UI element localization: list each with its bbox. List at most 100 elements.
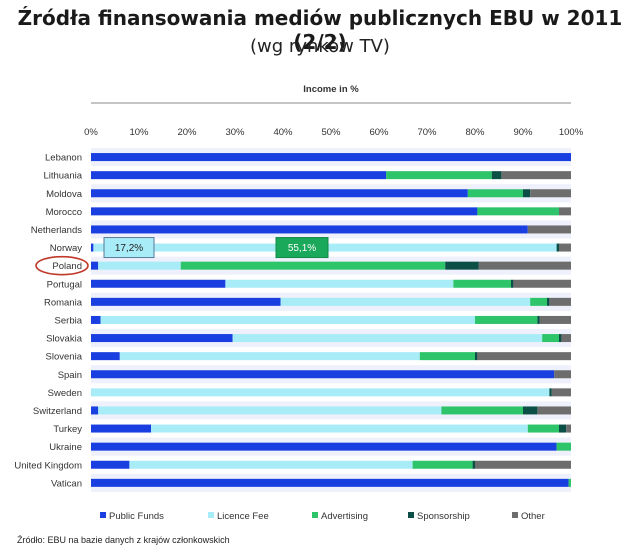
category-label-spain: Spain — [58, 370, 82, 381]
bar-switzerland-advertising — [441, 406, 523, 415]
bar-romania-advertising — [530, 297, 547, 306]
bar-poland-licence-fee — [98, 261, 181, 270]
bar-romania-licence-fee — [280, 297, 531, 306]
category-label-morocco: Morocco — [46, 207, 82, 218]
category-label-serbia: Serbia — [55, 315, 83, 326]
bar-united-kingdom-other — [475, 460, 571, 469]
category-label-vatican: Vatican — [51, 478, 82, 489]
bar-portugal-public-funds — [91, 279, 226, 288]
legend-label-licence-fee: Licence Fee — [217, 511, 269, 522]
category-label-slovenia: Slovenia — [46, 352, 83, 363]
category-label-poland: Poland — [52, 261, 82, 272]
bar-moldova-other — [530, 189, 571, 198]
category-label-united-kingdom: United Kingdom — [14, 460, 82, 471]
bar-netherlands-public-funds — [91, 225, 528, 234]
bar-slovenia-advertising — [419, 352, 475, 361]
annotation-label: 17,2% — [115, 243, 143, 254]
bar-turkey-licence-fee — [151, 424, 528, 433]
chart-title: Income in % — [303, 84, 359, 95]
bar-turkey-sponsorship — [559, 424, 567, 433]
category-label-lithuania: Lithuania — [43, 171, 82, 182]
bar-portugal-other — [513, 279, 571, 288]
bar-morocco-advertising — [477, 207, 559, 216]
bar-moldova-sponsorship — [523, 189, 531, 198]
bar-romania-sponsorship — [547, 297, 550, 306]
x-tick-label: 100% — [559, 127, 584, 138]
bar-portugal-licence-fee — [225, 279, 454, 288]
annotation-box — [275, 237, 329, 259]
slide-subtitle: (wg rynków TV) — [250, 36, 390, 57]
slide-title: Źródła finansowania mediów publicznych E… — [17, 6, 623, 54]
x-tick-label: 20% — [177, 127, 197, 138]
bar-serbia-licence-fee — [100, 315, 475, 324]
bar-poland-sponsorship — [445, 261, 479, 270]
bar-slovenia-sponsorship — [475, 352, 478, 361]
x-tick-label: 30% — [225, 127, 245, 138]
x-tick-label: 70% — [417, 127, 437, 138]
legend-swatch-public-funds — [100, 512, 106, 518]
category-label-portugal: Portugal — [47, 279, 82, 290]
bar-slovenia-public-funds — [91, 352, 120, 361]
bar-spain-public-funds — [91, 370, 555, 379]
bar-slovenia-other — [477, 352, 571, 361]
bar-portugal-sponsorship — [511, 279, 514, 288]
legend-swatch-other — [512, 512, 518, 518]
legend-label-public-funds: Public Funds — [109, 511, 164, 522]
bar-serbia-other — [539, 315, 571, 324]
bar-ukraine-advertising — [556, 442, 571, 451]
bar-united-kingdom-sponsorship — [472, 460, 475, 469]
bar-slovakia-other — [561, 334, 571, 343]
bar-vatican-public-funds — [91, 478, 569, 487]
bar-serbia-sponsorship — [537, 315, 540, 324]
category-label-sweden: Sweden — [48, 388, 82, 399]
legend-swatch-sponsorship — [408, 512, 414, 518]
bar-netherlands-other — [527, 225, 571, 234]
x-tick-label: 90% — [513, 127, 533, 138]
bar-lithuania-sponsorship — [491, 171, 502, 180]
bar-moldova-public-funds — [91, 189, 468, 198]
category-label-lebanon: Lebanon — [45, 153, 82, 164]
legend-swatch-advertising — [312, 512, 318, 518]
bar-switzerland-other — [537, 406, 571, 415]
bar-poland-public-funds — [91, 261, 99, 270]
bar-switzerland-licence-fee — [98, 406, 442, 415]
bar-vatican-advertising — [568, 478, 571, 487]
category-label-switzerland: Switzerland — [33, 406, 82, 417]
bar-united-kingdom-advertising — [412, 460, 473, 469]
bar-poland-other — [478, 261, 571, 270]
bar-norway-public-funds — [91, 243, 94, 252]
highlight-circle — [35, 255, 89, 276]
bar-lithuania-public-funds — [91, 171, 387, 180]
legend-label-advertising: Advertising — [321, 511, 368, 522]
bar-slovakia-sponsorship — [559, 334, 562, 343]
category-label-ukraine: Ukraine — [49, 442, 82, 453]
bar-spain-other — [554, 370, 571, 379]
x-tick-label: 80% — [465, 127, 485, 138]
bar-ukraine-public-funds — [91, 442, 557, 451]
x-tick-label: 0% — [84, 127, 98, 138]
bar-slovakia-advertising — [542, 334, 559, 343]
category-label-turkey: Turkey — [53, 424, 82, 435]
bar-norway-sponsorship — [556, 243, 559, 252]
annotation-label: 55,1% — [288, 243, 316, 254]
bar-united-kingdom-public-funds — [91, 460, 130, 469]
bar-morocco-other — [559, 207, 571, 216]
bar-poland-advertising — [180, 261, 446, 270]
bar-sweden-other — [551, 388, 571, 397]
bar-romania-other — [549, 297, 571, 306]
category-label-slovakia: Slovakia — [46, 334, 83, 345]
bar-romania-public-funds — [91, 297, 281, 306]
x-tick-label: 40% — [273, 127, 293, 138]
bar-turkey-advertising — [527, 424, 559, 433]
bar-switzerland-sponsorship — [523, 406, 538, 415]
bar-serbia-advertising — [475, 315, 538, 324]
category-label-norway: Norway — [50, 243, 82, 254]
bar-slovakia-licence-fee — [232, 334, 543, 343]
bar-serbia-public-funds — [91, 315, 101, 324]
bar-slovenia-licence-fee — [119, 352, 420, 361]
bar-turkey-other — [566, 424, 571, 433]
category-label-moldova: Moldova — [46, 189, 83, 200]
bar-norway-other — [559, 243, 571, 252]
bar-sweden-licence-fee — [91, 388, 550, 397]
